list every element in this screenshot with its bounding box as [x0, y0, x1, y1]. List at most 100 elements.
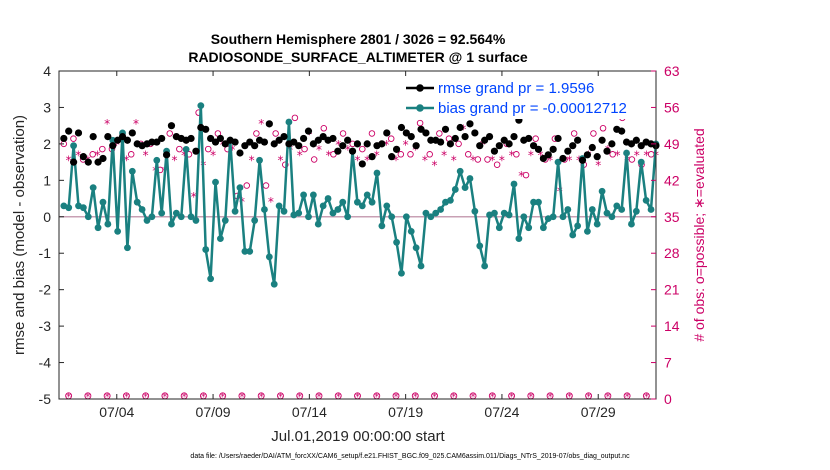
bias-point — [588, 206, 596, 213]
y-left-tick-label: -3 — [39, 318, 52, 334]
obs-evaluated-lower-marker: * — [259, 392, 264, 403]
obs-evaluated-lower-marker: * — [105, 392, 110, 403]
rmse-point — [158, 134, 166, 143]
obs-evaluated-lower-marker: * — [278, 392, 283, 403]
bias-point — [94, 224, 102, 232]
rmse-point — [466, 120, 474, 128]
bias-point — [177, 213, 185, 221]
y-right-tick-label: 21 — [664, 282, 680, 298]
bias-point — [456, 167, 464, 175]
obs-evaluated-marker: * — [528, 148, 534, 162]
y-right-tick-label: 42 — [664, 172, 680, 188]
x-tick-label: 07/09 — [196, 404, 231, 420]
bias-point — [128, 167, 136, 175]
bias-point — [647, 206, 655, 213]
obs-evaluated-marker: * — [326, 148, 332, 162]
rmse-point — [329, 134, 337, 143]
obs-possible-marker — [70, 135, 77, 142]
rmse-point — [437, 138, 445, 146]
bias-point — [461, 184, 469, 192]
obs-evaluated-marker: * — [268, 195, 274, 209]
bias-point — [309, 191, 317, 199]
rmse-point — [265, 120, 273, 128]
obs-evaluated-marker: * — [191, 190, 197, 204]
obs-evaluated-marker: * — [432, 159, 438, 173]
x-axis-ticks: 07/04 07/09 07/14 07/19 07/24 07/29 — [99, 71, 616, 420]
bias-point — [202, 246, 210, 253]
bias-point — [295, 209, 303, 217]
rmse-point — [578, 156, 587, 164]
obs-evaluated-lower-marker: * — [471, 392, 476, 403]
rmse-point — [153, 138, 161, 146]
rmse-point — [481, 136, 489, 144]
obs-evaluated-marker: * — [509, 148, 515, 162]
rmse-point — [299, 134, 308, 143]
obs-possible-marker — [166, 130, 173, 137]
bias-point — [212, 178, 219, 186]
rmse-point — [529, 142, 538, 150]
rmse-point — [510, 133, 518, 141]
obs-possible-marker — [339, 130, 347, 137]
rmse-point — [539, 154, 547, 163]
rmse-point — [583, 151, 592, 159]
obs-possible-marker — [532, 135, 539, 142]
obs-evaluated-marker: * — [277, 154, 283, 168]
obs-evaluated-marker: * — [451, 154, 457, 168]
obs-possible-marker — [570, 130, 578, 137]
y-axis-left-label: rmse and bias (model - observation) — [11, 115, 28, 355]
obs-evaluated-marker: * — [249, 154, 255, 168]
rmse-point — [334, 147, 342, 155]
obs-evaluated-lower-marker: * — [201, 392, 206, 403]
x-axis-label: Jul.01,2019 00:00:00 start — [271, 428, 445, 445]
obs-possible-marker — [513, 151, 520, 158]
rmse-point — [70, 158, 78, 166]
y-right-tick-label: 49 — [664, 136, 680, 152]
y-left-tick-label: 4 — [43, 63, 51, 79]
rmse-point — [167, 122, 176, 130]
rmse-point — [60, 134, 68, 143]
obs-possible-marker — [387, 135, 395, 142]
obs-evaluated-lower-marker: * — [490, 392, 495, 403]
bias-series — [60, 102, 660, 288]
obs-evaluated-lower-marker: * — [316, 392, 321, 403]
bias-point — [241, 248, 249, 255]
bias-point — [427, 213, 435, 221]
y-axis-right-ticks: 0 7 14 21 28 35 42 49 56 63 — [651, 63, 680, 407]
obs-evaluated-marker: * — [634, 148, 640, 162]
obs-possible-marker — [464, 151, 472, 158]
bias-point — [236, 184, 244, 192]
rmse-point — [348, 147, 357, 155]
y-left-tick-label: 1 — [43, 172, 51, 188]
bias-point — [569, 231, 577, 239]
rmse-point — [202, 125, 210, 133]
rmse-point — [192, 147, 200, 155]
bias-point — [158, 209, 166, 217]
rmse-point — [358, 160, 366, 168]
y-right-tick-label: 0 — [664, 391, 672, 407]
rmse-point — [344, 136, 352, 144]
rmse-point — [231, 138, 239, 146]
obs-evaluated-lower-marker: * — [451, 392, 456, 403]
obs-possible-marker — [407, 151, 414, 158]
legend-bias-marker — [416, 104, 424, 112]
bias-point — [197, 102, 205, 110]
obs-evaluated-lower-marker: * — [124, 392, 129, 403]
obs-possible-marker — [291, 114, 299, 122]
rmse-point — [441, 125, 450, 133]
bias-point — [344, 213, 352, 221]
bias-point — [217, 235, 224, 243]
obs-evaluated-lower-marker: * — [182, 392, 187, 403]
obs-evaluated-marker: * — [374, 148, 380, 162]
rmse-point — [74, 129, 83, 137]
bias-point — [373, 169, 381, 177]
obs-evaluated-lower-marker: * — [432, 392, 437, 403]
obs-evaluated-marker: * — [518, 169, 524, 183]
obs-possible-marker — [493, 161, 501, 168]
obs-evaluated-lower-marker: * — [605, 392, 610, 403]
bias-point — [393, 238, 400, 246]
rmse-point — [637, 142, 645, 150]
bias-point — [495, 224, 503, 232]
rmse-point — [89, 133, 97, 141]
rmse-point — [123, 136, 132, 144]
obs-possible-marker — [310, 156, 318, 163]
